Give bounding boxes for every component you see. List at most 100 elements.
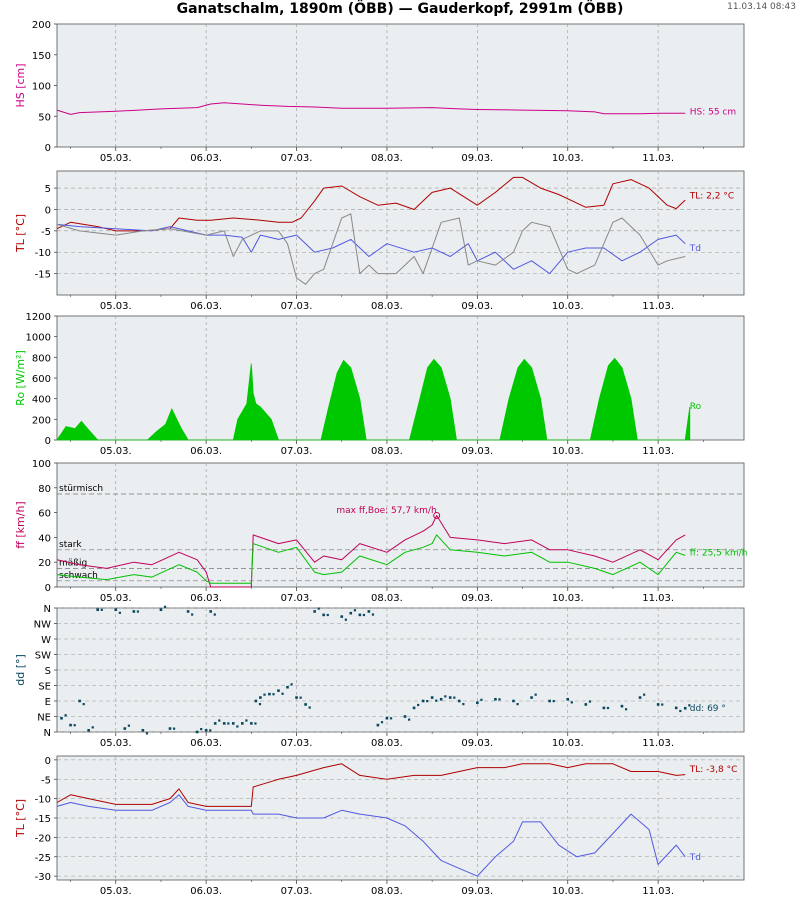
data-point: [213, 722, 217, 725]
data-point: [245, 719, 248, 722]
series-line-Td: [56, 223, 686, 275]
data-point: [516, 703, 519, 706]
series-annotation: TL: -3,8 °C: [689, 765, 738, 775]
data-point: [313, 610, 316, 613]
data-point: [259, 696, 262, 699]
data-point: [186, 610, 190, 613]
data-point: [349, 611, 353, 615]
data-point: [403, 715, 407, 718]
series-area-Ro: [56, 357, 691, 441]
data-point: [358, 613, 362, 617]
x-tick-label: 05.03.: [100, 446, 132, 457]
data-point: [141, 728, 145, 732]
data-point: [87, 728, 90, 732]
x-tick-label: 07.03.: [281, 446, 313, 457]
data-point: [353, 609, 356, 612]
plot-area: [56, 23, 745, 148]
series-annotation: max ff,Boe: 57,7 km/h: [336, 506, 436, 516]
data-point: [408, 718, 411, 721]
y-tick-label: -30: [35, 872, 51, 883]
series-line-2: [56, 213, 686, 285]
series-line-Böe: [56, 515, 686, 588]
data-point: [570, 701, 573, 704]
x-tick-label: 08.03.: [371, 593, 403, 604]
x-tick-label: 10.03.: [552, 886, 584, 897]
x-tick-label: 10.03.: [552, 301, 584, 312]
x-tick-label: 11.03.: [642, 446, 674, 457]
data-point: [480, 698, 483, 701]
data-point: [548, 699, 551, 703]
data-point: [281, 692, 284, 695]
data-point: [534, 693, 537, 696]
data-point: [679, 709, 682, 713]
x-tick-label: 10.03.: [552, 446, 584, 457]
y-tick-label: 200: [32, 415, 51, 426]
y-tick-label: W: [41, 635, 51, 646]
y-tick-label: SE: [38, 682, 51, 693]
data-point: [132, 610, 136, 613]
data-point: [304, 703, 307, 706]
data-point: [512, 699, 515, 703]
data-point: [241, 722, 244, 725]
y-tick-label: 100: [32, 82, 51, 93]
data-point: [172, 727, 176, 730]
y-tick-label: -10: [35, 248, 51, 259]
data-point: [602, 706, 606, 710]
x-tick-label: 05.03.: [100, 886, 132, 897]
y-axis-label: ff [km/h]: [14, 501, 27, 548]
data-point: [60, 716, 63, 720]
data-point: [643, 693, 646, 696]
y-tick-label: 50: [38, 112, 51, 123]
max-gust-marker: [433, 511, 441, 519]
x-tick-label: 06.03.: [190, 153, 222, 164]
data-point: [272, 693, 275, 696]
y-tick-label: 400: [32, 395, 51, 406]
data-point: [222, 722, 226, 725]
x-tick-label: 11.03.: [642, 153, 674, 164]
data-point: [145, 732, 149, 735]
y-tick-label: N: [44, 728, 51, 739]
y-axis-label: TL [°C]: [14, 214, 27, 253]
data-point: [453, 696, 456, 699]
data-point: [195, 730, 199, 734]
x-tick-label: 07.03.: [281, 153, 313, 164]
dd-panel: 05.03. 06.03. 07.03. 08.03. 09.03. 10.03. 11.0…: [14, 604, 745, 749]
x-tick-label: 09.03.: [461, 886, 493, 897]
data-point: [286, 685, 289, 689]
data-point: [78, 699, 81, 703]
data-point: [209, 610, 212, 613]
y-tick-label: -5: [41, 775, 51, 786]
y-tick-label: SW: [35, 651, 51, 662]
data-point: [82, 703, 85, 706]
data-point: [322, 613, 325, 617]
plot-area: [56, 462, 745, 588]
x-tick-label: 09.03.: [461, 446, 493, 457]
hs-panel: 05.03. 06.03. 07.03. 08.03. 09.03. 10.03. 11.0…: [14, 20, 745, 164]
data-point: [200, 728, 203, 731]
series-line-TL: [56, 176, 686, 232]
x-tick-label: 11.03.: [642, 886, 674, 897]
data-point: [552, 700, 555, 703]
ff-panel: 05.03. 06.03. 07.03. 08.03. 09.03. 10.03. 11.0…: [14, 459, 747, 604]
threshold-label: stark: [59, 540, 82, 550]
x-tick-label: 10.03.: [552, 738, 584, 749]
x-tick-label: 08.03.: [371, 153, 403, 164]
data-point: [127, 724, 130, 727]
data-point: [494, 697, 497, 701]
data-point: [430, 696, 434, 699]
threshold-label: schwach: [59, 571, 98, 581]
x-tick-label: 06.03.: [190, 301, 222, 312]
y-axis-label: TL [°C]: [14, 799, 27, 838]
y-tick-label: 0: [45, 756, 51, 767]
data-point: [656, 703, 660, 706]
data-point: [64, 714, 67, 717]
y-tick-label: 100: [32, 459, 51, 470]
data-point: [674, 706, 678, 710]
y-tick-label: -10: [35, 795, 51, 806]
data-point: [566, 697, 570, 701]
y-tick-label: 1200: [26, 312, 51, 323]
y-axis-label: dd [°]: [14, 654, 27, 686]
x-tick-label: 09.03.: [461, 301, 493, 312]
y-tick-label: -25: [35, 853, 51, 864]
ro-panel: 05.03. 06.03. 07.03. 08.03. 09.03. 10.03. 11.0…: [14, 312, 745, 457]
